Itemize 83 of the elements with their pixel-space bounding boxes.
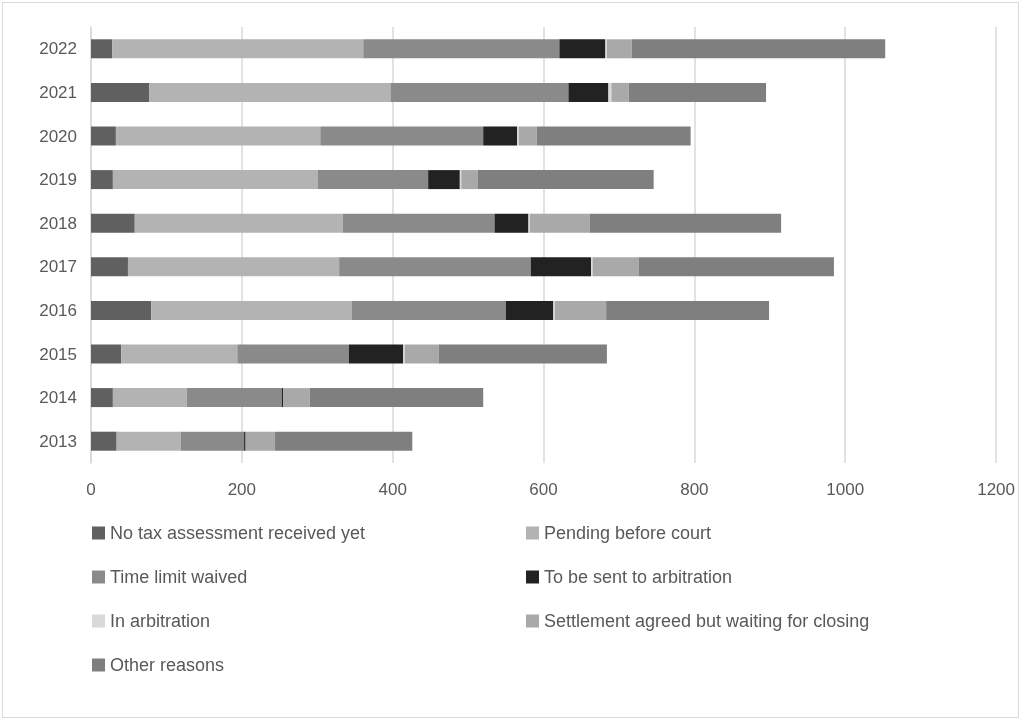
bar <box>638 257 834 277</box>
bar <box>116 431 181 451</box>
bar <box>309 388 484 408</box>
bar <box>121 344 238 364</box>
bar <box>554 300 607 320</box>
y-tick-label: 2013 <box>39 431 77 451</box>
bar <box>112 388 187 408</box>
bar <box>112 39 364 59</box>
legend-label: To be sent to arbitration <box>544 567 733 587</box>
y-tick-label: 2021 <box>39 82 77 102</box>
y-tick-label: 2017 <box>39 257 77 277</box>
bar <box>404 344 439 364</box>
bar <box>518 126 537 146</box>
bar <box>461 170 478 190</box>
bar <box>91 431 117 451</box>
bar <box>536 126 691 146</box>
bar <box>180 431 245 451</box>
legend-label: Settlement agreed but waiting for closing <box>544 611 870 631</box>
bar <box>320 126 484 146</box>
bar <box>342 213 495 233</box>
bar <box>91 213 135 233</box>
bar <box>339 257 531 277</box>
bar <box>91 344 122 364</box>
bar <box>149 82 391 102</box>
bar <box>91 39 113 59</box>
bar <box>390 82 569 102</box>
bar <box>186 388 282 408</box>
bar <box>237 344 349 364</box>
bar <box>589 213 782 233</box>
legend-label: Time limit waived <box>110 567 248 587</box>
legend-label: In arbitration <box>110 611 211 631</box>
y-tick-label: 2015 <box>39 344 77 364</box>
bar <box>559 39 606 59</box>
y-tick-label: 2022 <box>39 39 77 59</box>
bar <box>363 39 560 59</box>
bar <box>127 257 340 277</box>
bar <box>283 388 310 408</box>
bar <box>529 213 590 233</box>
bar <box>112 170 319 190</box>
y-tick-label: 2016 <box>39 300 77 320</box>
bar <box>348 344 404 364</box>
bar <box>91 170 113 190</box>
x-tick-label: 800 <box>680 480 709 499</box>
bar <box>318 170 429 190</box>
y-tick-label: 2018 <box>39 213 77 233</box>
legend-label: No tax assessment received yet <box>110 523 366 543</box>
bar <box>151 300 352 320</box>
x-tick-label: 1200 <box>977 480 1015 499</box>
bar <box>91 82 150 102</box>
bar <box>628 82 767 102</box>
x-tick-label: 1000 <box>826 480 865 499</box>
bar <box>568 82 609 102</box>
bar <box>428 170 460 190</box>
bar <box>611 82 629 102</box>
y-tick-label: 2020 <box>39 126 77 146</box>
bar <box>91 126 116 146</box>
bar <box>134 213 343 233</box>
bar <box>91 388 113 408</box>
bar <box>351 300 506 320</box>
bar <box>275 431 413 451</box>
bar <box>530 257 592 277</box>
bar <box>91 257 128 277</box>
legend-label: Other reasons <box>110 655 225 675</box>
bar <box>505 300 554 320</box>
bar <box>592 257 639 277</box>
bar <box>477 170 654 190</box>
y-tick-label: 2014 <box>39 388 77 408</box>
bar <box>91 300 152 320</box>
bar <box>494 213 529 233</box>
bar <box>438 344 607 364</box>
bar <box>606 39 632 59</box>
legend-label: Pending before court <box>544 523 712 543</box>
bar <box>245 431 276 451</box>
bar <box>608 82 612 102</box>
bar <box>631 39 886 59</box>
x-tick-label: 400 <box>378 480 407 499</box>
bar <box>483 126 518 146</box>
bar <box>606 300 770 320</box>
x-tick-label: 0 <box>86 480 96 499</box>
x-tick-label: 600 <box>529 480 558 499</box>
bar <box>115 126 321 146</box>
y-tick-label: 2019 <box>39 170 77 190</box>
x-tick-label: 200 <box>227 480 257 499</box>
